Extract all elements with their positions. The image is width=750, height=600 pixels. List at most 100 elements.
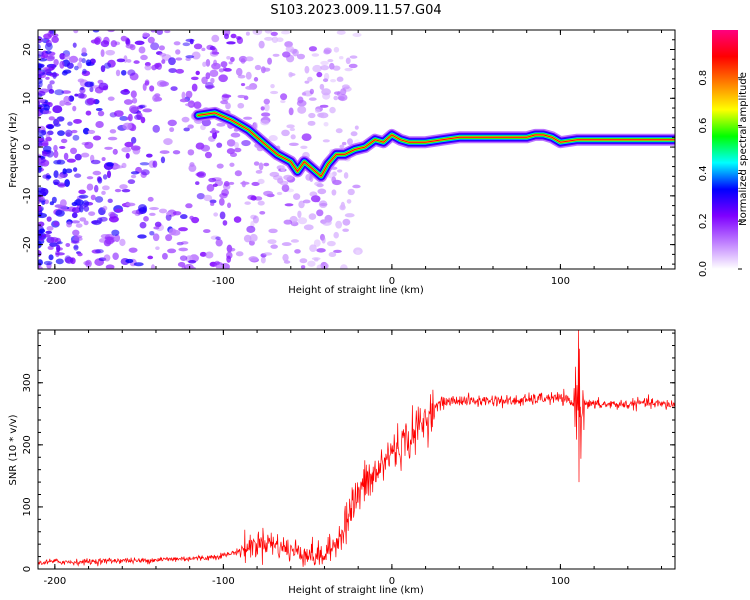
heat-blob <box>248 256 259 262</box>
heat-blob <box>46 237 57 244</box>
heat-blob <box>272 53 280 57</box>
heat-blob <box>294 249 301 254</box>
heat-blob <box>218 74 228 83</box>
heat-blob <box>262 67 271 72</box>
heat-blob <box>238 55 248 63</box>
heat-blob <box>73 30 79 34</box>
heat-blob <box>286 124 295 129</box>
heat-blob <box>143 216 149 222</box>
heat-blob <box>78 194 89 199</box>
heat-blob <box>112 252 119 260</box>
heat-blob <box>270 90 279 95</box>
heat-blob <box>252 215 259 224</box>
heat-blob <box>283 219 293 225</box>
heat-blob <box>178 227 188 232</box>
heat-blob <box>163 138 173 146</box>
heat-blob <box>258 162 264 171</box>
heat-blob <box>234 170 242 177</box>
heat-blob <box>59 60 65 69</box>
heat-blob <box>299 258 308 264</box>
heat-blob <box>235 67 243 76</box>
heat-blob <box>240 82 246 87</box>
heat-blob <box>49 242 58 247</box>
heat-blob <box>153 226 160 230</box>
heat-blob <box>307 260 316 267</box>
heat-blob <box>95 121 104 128</box>
heat-blob <box>270 31 278 36</box>
heat-blob <box>259 210 266 215</box>
heat-blob <box>318 200 328 208</box>
heat-blob <box>38 70 43 74</box>
heat-blob <box>340 264 348 269</box>
heat-blob <box>220 61 228 68</box>
heat-blob <box>72 134 80 141</box>
heat-blob <box>72 236 83 242</box>
heat-blob <box>234 141 239 149</box>
heat-blob <box>348 63 358 69</box>
heat-blob <box>329 62 335 70</box>
heat-blob <box>67 121 73 126</box>
heat-blob <box>336 76 344 82</box>
heat-blob <box>72 229 80 236</box>
heat-blob <box>89 58 96 64</box>
heat-blob <box>133 262 144 267</box>
heat-blob <box>258 40 265 49</box>
heat-blob <box>308 213 317 220</box>
heat-blob <box>327 59 334 63</box>
heat-blob <box>246 225 256 233</box>
heat-blob <box>264 30 272 34</box>
heat-blob <box>100 40 110 48</box>
heat-blob <box>150 264 156 269</box>
heat-blob <box>42 110 52 115</box>
heat-blob <box>206 183 215 192</box>
heat-blob <box>112 149 117 155</box>
heat-blob <box>46 150 54 158</box>
heat-blob <box>264 36 274 41</box>
heat-blob <box>271 36 279 43</box>
heat-blob <box>190 76 199 81</box>
heat-blob <box>105 49 116 56</box>
heat-blob <box>110 40 118 48</box>
heat-blob <box>237 102 245 109</box>
heat-blob <box>94 37 101 45</box>
heat-blob <box>244 201 251 205</box>
heat-blob <box>339 144 345 149</box>
heat-blob <box>68 55 79 63</box>
heat-blob <box>172 211 182 216</box>
heat-blob <box>303 224 314 231</box>
colorbar: 0.0 0.2 0.4 0.6 0.8 Normalized spectral ampl… <box>698 30 749 277</box>
heat-blob <box>81 47 87 55</box>
heat-blob <box>38 110 41 118</box>
heat-blob <box>316 248 326 253</box>
heat-blob <box>77 252 83 257</box>
heat-blob <box>202 61 207 67</box>
heat-blob <box>279 180 289 186</box>
heat-blob <box>125 152 130 159</box>
heat-blob <box>339 204 346 211</box>
heat-blob <box>319 83 325 90</box>
heat-blob <box>106 162 115 167</box>
heat-blob <box>288 142 299 146</box>
heat-blob <box>215 238 223 247</box>
heat-blob <box>307 76 313 82</box>
heat-blob <box>349 55 358 59</box>
heat-blob <box>298 200 305 209</box>
heat-blob <box>233 216 242 223</box>
heat-blob <box>170 86 178 91</box>
heat-blob <box>38 204 42 212</box>
heat-blob <box>264 103 270 112</box>
heat-blob <box>205 251 214 259</box>
heat-blob <box>149 212 156 216</box>
heat-blob <box>336 30 346 35</box>
heat-blob <box>52 33 59 38</box>
spectrogram-ytick-label: 10 <box>22 92 33 105</box>
heat-blob <box>52 119 60 126</box>
heat-blob <box>230 132 241 138</box>
heat-blob <box>51 36 59 43</box>
heat-blob <box>52 179 60 185</box>
heat-blob <box>96 217 103 224</box>
heat-blob <box>138 46 146 54</box>
heat-blob <box>297 105 307 114</box>
heat-blob <box>152 94 160 102</box>
